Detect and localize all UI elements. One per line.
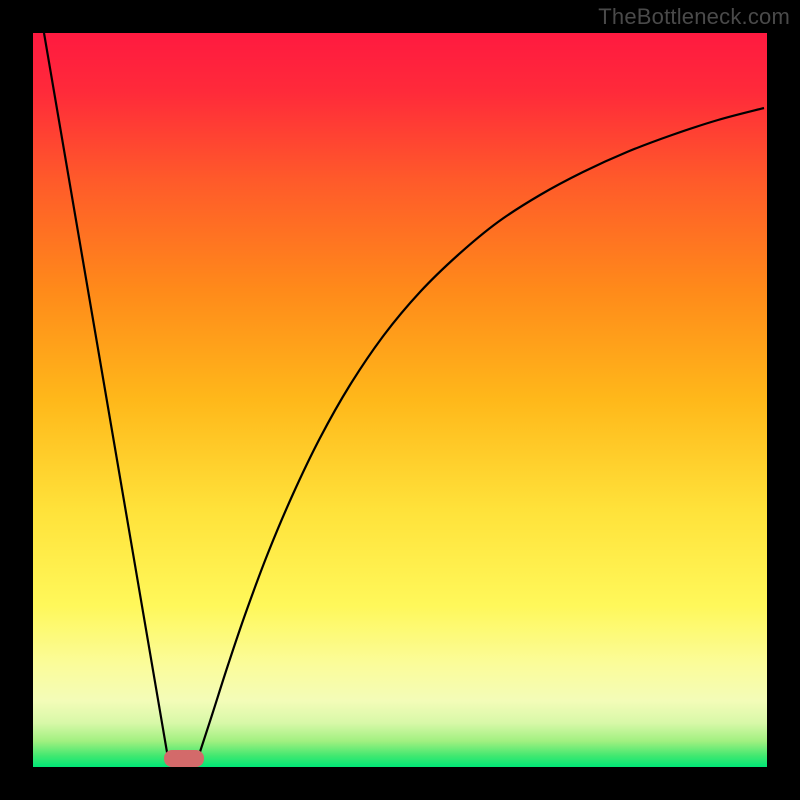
- plot-background-gradient: [33, 33, 767, 767]
- watermark-text: TheBottleneck.com: [598, 4, 790, 30]
- minimum-marker: [164, 750, 204, 767]
- bottleneck-curve-plot: [0, 0, 800, 800]
- chart-container: TheBottleneck.com: [0, 0, 800, 800]
